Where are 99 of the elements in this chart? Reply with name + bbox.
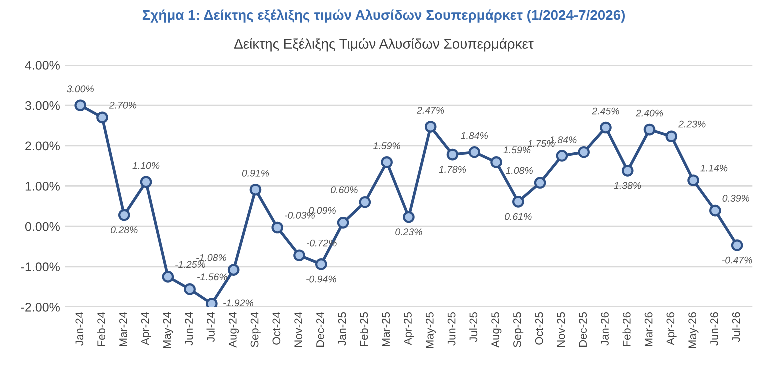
point — [403, 211, 415, 224]
x-tick-label: May-25 — [426, 312, 436, 348]
x-tick-label: Jan-25 — [338, 312, 346, 346]
data-label: -0.94% — [306, 276, 336, 283]
data-label: 3.00% — [67, 86, 94, 93]
y-tick-label: 2.00% — [26, 142, 60, 151]
x-tick-label: Mar-24 — [120, 312, 128, 346]
x-tick-label: May-26 — [688, 312, 699, 348]
point — [315, 258, 328, 270]
point — [424, 121, 437, 133]
data-label: 2.47% — [417, 107, 444, 114]
x-tick-label: Jul-24 — [206, 312, 215, 342]
point — [140, 176, 152, 188]
point — [381, 156, 393, 168]
data-label: 0.09% — [309, 207, 336, 214]
y-tick-label: 3.00% — [25, 101, 60, 110]
x-tick-label: Apr-26 — [666, 312, 677, 346]
point — [184, 284, 196, 296]
data-label: -1.25% — [176, 261, 206, 268]
x-tick-label: Aug-25 — [492, 312, 502, 348]
point — [710, 204, 722, 217]
y-tick-label: 0.00% — [25, 222, 60, 232]
x-tick-label: Dec-25 — [579, 312, 588, 347]
point — [600, 122, 612, 134]
x-tick-label: Jan-24 — [76, 312, 84, 346]
point — [666, 130, 678, 143]
data-label: -0.47% — [722, 256, 752, 264]
x-tick-label: Jun-24 — [185, 312, 194, 346]
x-tick-label: Oct-24 — [272, 312, 281, 345]
data-label: 2.40% — [636, 110, 664, 117]
data-label: 1.59% — [504, 146, 531, 154]
point — [468, 146, 481, 158]
chart-subtitle: Δείκτης Εξέλιξης Τιμών Αλυσίδων Σουπερμάρκετ — [234, 38, 534, 52]
data-label: 1.59% — [374, 142, 400, 150]
x-tick-label: Mar-26 — [644, 312, 653, 346]
x-tick-label: Aug-24 — [228, 312, 240, 348]
x-tick-label: Jul-25 — [469, 312, 478, 342]
x-tick-label: Sep-25 — [514, 312, 524, 348]
y-tick-label: 4.00% — [25, 61, 60, 70]
x-tick-label: Nov-25 — [557, 312, 566, 347]
data-label: -1.92% — [224, 300, 254, 307]
data-label: 0.91% — [242, 170, 270, 177]
x-tick-label: Mar-25 — [382, 312, 390, 346]
data-label: -1.08% — [196, 254, 226, 262]
point — [337, 217, 350, 229]
point — [446, 148, 459, 161]
y-tick-label: -2.00% — [21, 303, 60, 312]
x-tick-label: Dec-24 — [316, 312, 324, 347]
x-tick-label: Feb-25 — [360, 312, 368, 346]
point — [272, 222, 284, 234]
data-label: 0.39% — [722, 195, 750, 202]
point — [622, 165, 634, 177]
data-label: 0.23% — [396, 228, 422, 236]
x-tick-label: Jan-26 — [601, 312, 609, 346]
x-tick-label: Jun-25 — [448, 312, 456, 346]
x-tick-label: Sep-24 — [250, 312, 261, 348]
point — [250, 184, 262, 196]
data-label: 2.70% — [109, 102, 137, 109]
data-label: 2.45% — [592, 108, 620, 115]
point — [206, 298, 218, 308]
data-label: -0.03% — [285, 212, 315, 219]
x-tick-label: Nov-24 — [294, 312, 302, 347]
point — [118, 209, 130, 222]
point — [578, 146, 590, 158]
point — [162, 271, 174, 283]
x-tick-label: May-24 — [163, 312, 174, 348]
data-label: 1.10% — [132, 162, 160, 170]
chart-title: Σχήμα 1: Δείκτης εξέλιξης τιμών Αλυσίδων Σουπερμάρκετ (1/2024-7/2026) — [142, 10, 626, 23]
data-label: 0.60% — [331, 186, 358, 194]
y-tick-label: -1.00% — [21, 262, 60, 272]
point — [534, 177, 546, 189]
point — [688, 174, 700, 186]
point — [294, 250, 306, 262]
point — [359, 196, 372, 208]
x-tick-label: Feb-24 — [97, 312, 106, 346]
point — [644, 124, 656, 136]
x-tick-label: Jul-26 — [732, 312, 740, 342]
data-label: 0.28% — [111, 226, 138, 234]
data-label: 1.84% — [461, 132, 488, 140]
data-label: 1.38% — [614, 182, 642, 190]
data-label: 0.61% — [505, 213, 532, 220]
x-tick-label: Apr-24 — [141, 312, 152, 346]
x-tick-label: Jun-26 — [710, 312, 718, 346]
data-label: 1.14% — [700, 164, 728, 172]
x-tick-label: Apr-25 — [404, 312, 414, 346]
point — [512, 196, 524, 208]
point — [556, 150, 568, 162]
point — [228, 264, 240, 276]
data-label: 1.78% — [439, 166, 466, 174]
x-tick-label: Oct-25 — [535, 312, 544, 345]
point — [731, 240, 744, 252]
point — [96, 112, 108, 124]
x-tick-label: Feb-26 — [622, 312, 631, 346]
point — [74, 100, 87, 112]
data-label: 2.23% — [678, 120, 706, 128]
y-tick-label: 1.00% — [26, 182, 60, 191]
data-label: -1.56% — [198, 274, 228, 281]
point — [490, 156, 502, 168]
data-label: 1.08% — [506, 167, 533, 174]
